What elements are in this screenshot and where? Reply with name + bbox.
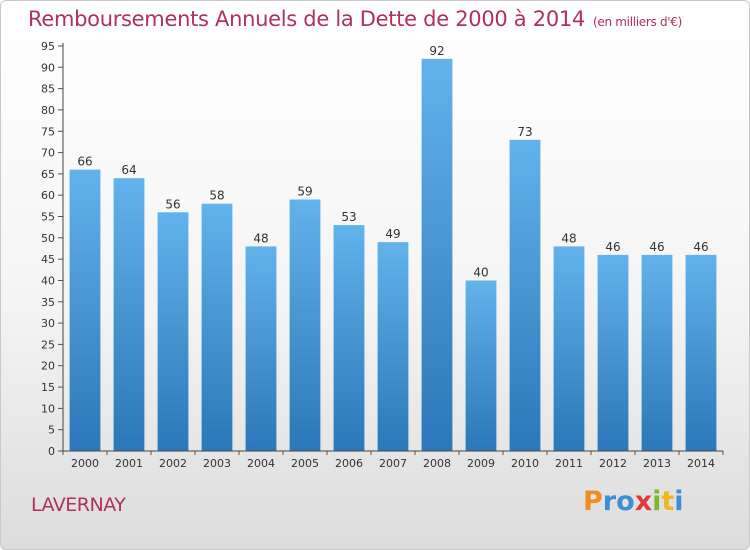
bar-2005 [289,199,321,451]
chart-title: Remboursements Annuels de la Dette de 20… [28,7,682,31]
y-tick-label-25: 25 [41,338,55,351]
commune-name: LAVERNAY [31,494,126,516]
x-tick-label-2013: 2013 [643,457,671,470]
y-tick-label-80: 80 [41,104,55,117]
value-label-2010: 73 [517,125,532,139]
y-tick-label-75: 75 [41,125,55,138]
bar-2011 [553,246,585,451]
logo-letter: i [652,486,662,517]
y-tick-label-45: 45 [41,253,55,266]
y-tick-label-0: 0 [48,445,55,458]
value-label-2004: 48 [253,231,268,245]
value-label-2005: 59 [297,185,312,199]
x-tick-label-2008: 2008 [423,457,451,470]
x-tick-label-2010: 2010 [511,457,539,470]
x-tick-label-2006: 2006 [335,457,363,470]
bar-2002 [157,212,189,451]
x-tick-label-2005: 2005 [291,457,319,470]
value-label-2003: 58 [209,189,224,203]
y-tick-label-30: 30 [41,317,55,330]
title-unit: (en milliers d'€) [593,15,683,29]
value-label-2001: 64 [121,163,136,177]
y-tick-label-10: 10 [41,402,55,415]
bar-2001 [113,178,145,451]
bar-2006 [333,225,365,451]
bar-2010 [509,139,541,452]
logo-letter: t [661,486,675,517]
value-label-2008: 92 [429,44,444,58]
x-tick-label-2001: 2001 [115,457,143,470]
y-tick-label-50: 50 [41,232,55,245]
title-text: Remboursements Annuels de la Dette de 20… [28,7,585,31]
bar-2012 [597,254,629,451]
bars-group: 66 64 56 58 48 59 53 49 92 40 73 48 46 46 46 [69,44,717,452]
bar-2009 [465,280,497,451]
y-tick-label-55: 55 [41,211,55,224]
logo-letter: x [634,486,653,517]
y-tick-label-65: 65 [41,168,55,181]
x-tick-label-2002: 2002 [159,457,187,470]
bar-2014 [685,254,717,451]
x-tick-label-2012: 2012 [599,457,627,470]
bar-2008 [421,58,453,452]
logo-letter: i [674,486,684,517]
x-tick-label-2009: 2009 [467,457,495,470]
y-tick-label-40: 40 [41,275,55,288]
value-label-2014: 46 [693,240,708,254]
value-label-2007: 49 [385,227,400,241]
y-tick-label-15: 15 [41,381,55,394]
bar-2007 [377,242,409,451]
bar-2000 [69,169,101,451]
value-label-2012: 46 [605,240,620,254]
y-tick-label-95: 95 [41,40,55,53]
x-tick-label-2011: 2011 [555,457,583,470]
y-tick-label-85: 85 [41,83,55,96]
bar-2004 [245,246,277,451]
value-label-2006: 53 [341,210,356,224]
axes-group: 2000 2001 2002 2003 2004 2005 2006 2007 2008 2009… [41,40,724,470]
logo-letter: o [616,486,635,517]
x-tick-label-2014: 2014 [687,457,715,470]
y-tick-label-60: 60 [41,189,55,202]
value-label-2009: 40 [473,266,488,280]
y-tick-label-35: 35 [41,296,55,309]
x-tick-label-2007: 2007 [379,457,407,470]
value-label-2013: 46 [649,240,664,254]
y-tick-label-70: 70 [41,147,55,160]
value-label-2000: 66 [77,155,92,169]
bar-2013 [641,254,673,451]
x-tick-label-2004: 2004 [247,457,275,470]
logo-letter: P [583,486,603,517]
x-tick-label-2000: 2000 [71,457,99,470]
x-tick-label-2003: 2003 [203,457,231,470]
value-label-2002: 56 [165,197,180,211]
proxiti-logo: Proxiti [583,486,684,517]
y-tick-label-90: 90 [41,61,55,74]
bar-2003 [201,203,233,451]
value-label-2011: 48 [561,231,576,245]
y-tick-label-20: 20 [41,360,55,373]
y-tick-label-5: 5 [48,424,55,437]
logo-letter: r [602,486,617,517]
